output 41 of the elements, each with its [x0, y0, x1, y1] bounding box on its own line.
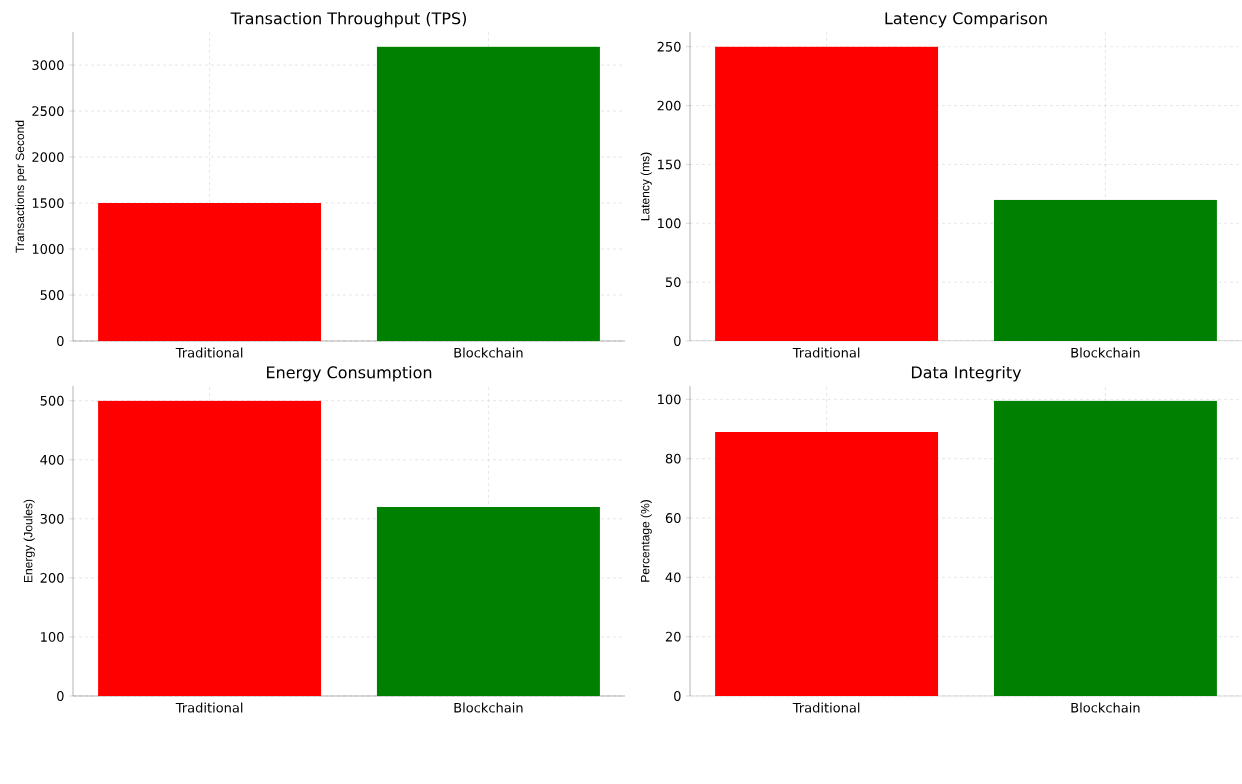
y-tick-label: 0: [57, 336, 64, 346]
x-tick-label: Traditional: [792, 702, 860, 713]
y-axis-title: Transactions per Second: [15, 120, 27, 253]
y-tick-label: 100: [41, 632, 64, 642]
y-tick-label: 40: [665, 572, 681, 583]
y-tick-label: 100: [658, 394, 681, 405]
y-tick-label: 200: [657, 100, 681, 111]
y-tick-label: 20: [665, 631, 681, 642]
y-tick-label: 500: [40, 290, 64, 300]
x-tick-label: Blockchain: [1071, 702, 1140, 713]
y-tick-label: 0: [674, 336, 681, 346]
y-tick-label: 250: [657, 41, 681, 52]
y-tick-label: 1500: [32, 198, 64, 208]
y-tick-label: 500: [40, 395, 64, 406]
y-tick-label: 400: [40, 454, 64, 465]
y-tick-label: 2500: [32, 106, 64, 117]
chart-title: Latency Comparison: [885, 11, 1047, 28]
x-tick-label: Traditional: [792, 347, 860, 358]
y-tick-label: 300: [40, 513, 64, 524]
y-axis-title: Latency (ms): [640, 152, 652, 221]
y-tick-label: 0: [57, 691, 64, 701]
y-axis-title: Energy (Joules): [23, 499, 35, 583]
y-tick-label: 1000: [32, 244, 64, 254]
y-tick-label: 50: [665, 277, 681, 288]
y-tick-label: 80: [665, 453, 681, 464]
y-tick-label: 200: [40, 572, 64, 583]
x-tick-label: Traditional: [175, 702, 243, 713]
x-tick-label: Blockchain: [1071, 347, 1140, 358]
y-axis-title: Percentage (%): [640, 500, 652, 582]
chart-title: Data Integrity: [911, 365, 1022, 382]
chart-title: Energy Consumption: [267, 365, 432, 382]
x-tick-label: Blockchain: [454, 702, 523, 713]
y-tick-label: 100: [658, 218, 681, 229]
x-tick-label: Traditional: [175, 347, 243, 358]
y-tick-label: 150: [658, 159, 681, 170]
y-tick-label: 2000: [32, 152, 64, 162]
x-tick-label: Blockchain: [454, 347, 523, 358]
y-tick-label: 3000: [32, 60, 64, 71]
chart-title: Transaction Throughput (TPS): [230, 11, 467, 28]
y-tick-label: 0: [674, 691, 681, 701]
y-tick-label: 60: [665, 513, 681, 523]
